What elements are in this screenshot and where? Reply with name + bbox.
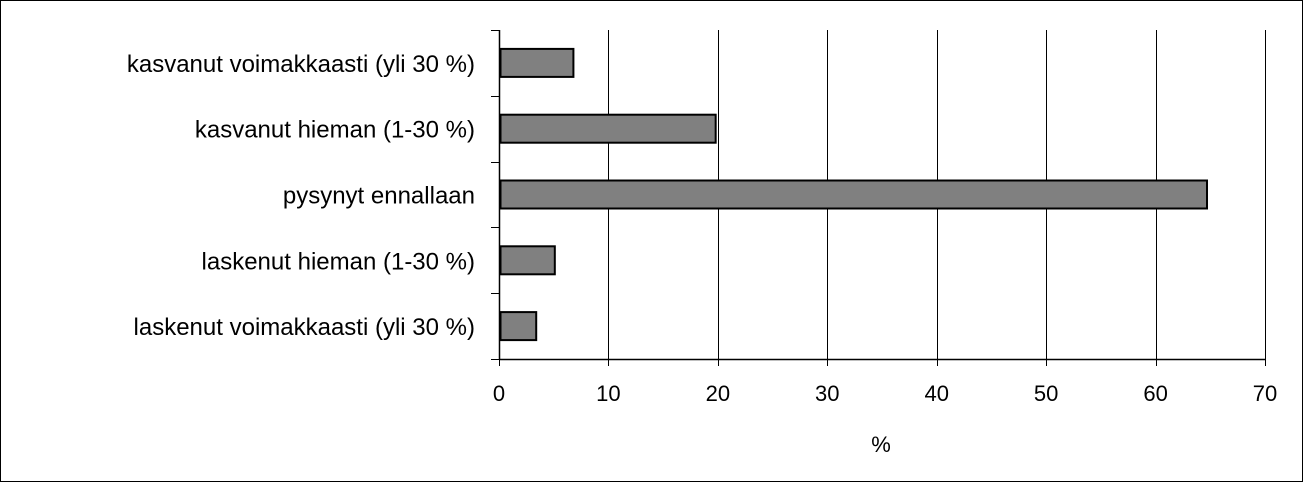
x-tick-label: 70 <box>1253 381 1277 406</box>
category-label: kasvanut hieman (1-30 %) <box>195 117 475 144</box>
bars <box>499 47 1209 342</box>
bar <box>499 245 556 276</box>
bar <box>499 113 717 144</box>
x-tick-labels: 0 10 20 30 40 50 60 70 <box>493 381 1277 406</box>
axes <box>491 30 1266 366</box>
x-tick-label: 40 <box>924 381 948 406</box>
bar <box>499 311 538 342</box>
bar <box>499 47 575 78</box>
x-axis-title: % <box>871 432 891 457</box>
category-label: kasvanut voimakkaasti (yli 30 %) <box>127 51 475 78</box>
x-tick-label: 30 <box>815 381 839 406</box>
x-tick-label: 0 <box>493 381 505 406</box>
x-tick-label: 10 <box>596 381 620 406</box>
x-tick-label: 20 <box>706 381 730 406</box>
x-tick-label: 50 <box>1034 381 1058 406</box>
x-tick-label: 60 <box>1143 381 1167 406</box>
category-label: laskenut hieman (1-30 %) <box>202 248 475 275</box>
bar <box>499 179 1209 210</box>
category-label: pysynyt ennallaan <box>283 183 475 210</box>
category-labels: kasvanut voimakkaasti (yli 30 %) kasvanut… <box>127 51 475 341</box>
category-label: laskenut voimakkaasti (yli 30 %) <box>134 314 475 341</box>
